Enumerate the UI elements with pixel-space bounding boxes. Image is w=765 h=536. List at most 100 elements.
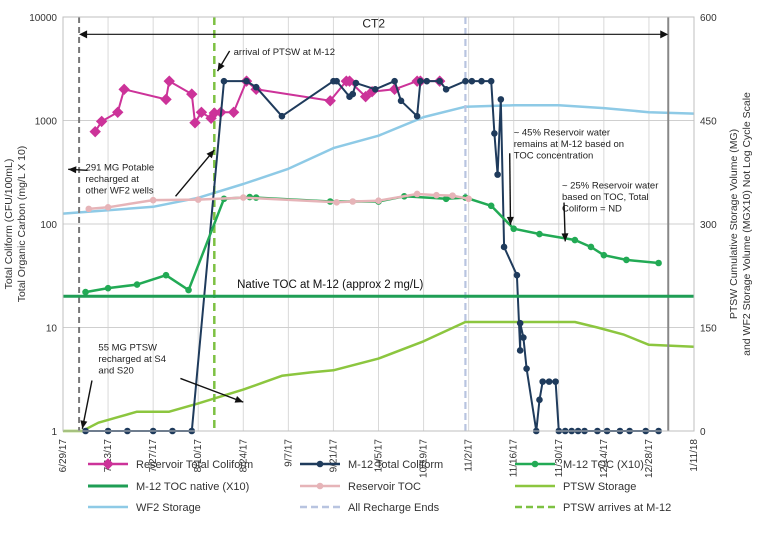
reservoir-total-coliform-point bbox=[388, 83, 401, 96]
m-12-total-coliform-point bbox=[391, 77, 398, 85]
arrival-annotation-arrow-head bbox=[217, 62, 225, 72]
native-toc-annotation-line: Native TOC at M-12 (approx 2 mg/L) bbox=[237, 279, 423, 291]
reservoir-toc-point bbox=[85, 205, 93, 213]
x-tick-label: 6/29/17 bbox=[58, 439, 69, 473]
ct2-arrowhead-left bbox=[79, 30, 88, 39]
reservoir-total-coliform-point bbox=[89, 125, 101, 138]
reservoir-25-annotation-line: Coliform = ND bbox=[562, 204, 622, 215]
axes: 6/29/17 7/13/17 7/27/17 8/10/17 8/24/17 9/7/1… bbox=[3, 13, 753, 478]
ptsw-down-arrow-head bbox=[80, 420, 88, 429]
y-left-axis-title: Total Coliform (CFU/100mL)Total Organic … bbox=[3, 146, 28, 303]
legend-marker-m-12-toc-x10 bbox=[531, 460, 539, 468]
ptsw-recharge-annotation-arrow-head bbox=[234, 396, 244, 403]
legend-swatch-m-12-total-coliform bbox=[300, 460, 340, 468]
m-12-total-coliform-point bbox=[516, 347, 524, 354]
x-tick-label: 12/14/17 bbox=[599, 439, 610, 478]
wf2-storage-line bbox=[62, 104, 695, 215]
reservoir-toc-point bbox=[239, 194, 247, 201]
ct2-label: CT2 bbox=[362, 16, 385, 30]
reservoir-45-annotation-line: ~ 45% Reservoir water bbox=[514, 127, 610, 138]
m-12-total-coliform-point bbox=[397, 97, 405, 105]
legend-label-m-12-toc-x10: M-12 TOC (X10) bbox=[563, 459, 644, 471]
m-12-total-coliform-point bbox=[520, 334, 527, 341]
y-left-axis-title-line: Total Coliform (CFU/100mL) bbox=[3, 159, 15, 290]
legend-label-reservoir-toc: Reservoir TOC bbox=[348, 481, 421, 493]
reservoir-45-annotation-line: remains at M-12 based on bbox=[514, 139, 624, 150]
reservoir-toc-point bbox=[433, 191, 440, 199]
x-tick-label: 7/27/17 bbox=[148, 439, 159, 473]
x-tick-label: 1/11/18 bbox=[689, 439, 700, 472]
y-right-tick-label: 300 bbox=[700, 220, 717, 231]
m-12-toc-x10-point bbox=[536, 230, 543, 238]
m-12-toc-x10-point bbox=[623, 256, 630, 264]
reservoir-total-coliform-point bbox=[118, 83, 130, 96]
x-tick-label: 10/19/17 bbox=[419, 439, 430, 478]
reservoir-toc-point bbox=[375, 197, 382, 204]
m-12-total-coliform-point bbox=[417, 77, 424, 85]
ptsw-down-arrow-shaft bbox=[81, 380, 93, 429]
reservoir-toc-point bbox=[413, 190, 421, 198]
vertical-marker-lines bbox=[78, 17, 670, 431]
ptsw-recharge-annotation-arrow-shaft bbox=[180, 377, 244, 403]
ct2-arrowhead-right bbox=[660, 30, 669, 39]
right-axis-series bbox=[62, 104, 695, 433]
potable-recharge-annotation-line: recharged at bbox=[86, 174, 140, 185]
legend-label-all-recharge-ends: All Recharge Ends bbox=[348, 502, 440, 514]
native-toc-annotation: Native TOC at M-12 (approx 2 mg/L) bbox=[237, 279, 423, 291]
reservoir-25-annotation: ~ 25% Reservoir water based on TOC, Total… bbox=[562, 181, 658, 215]
m-12-total-coliform-point bbox=[487, 77, 495, 85]
x-tick-label: 11/30/17 bbox=[554, 439, 565, 478]
m-12-total-coliform-point bbox=[494, 171, 501, 178]
potable-recharge-annotation-arrow-head bbox=[206, 149, 215, 159]
annotations: CT2 arrival of PTSW at M-12 291 MG Potable… bbox=[68, 16, 669, 429]
potable-recharge-annotation-line: other WF2 wells bbox=[86, 185, 154, 196]
legend-label-ptsw-storage: PTSW Storage bbox=[563, 481, 636, 493]
reservoir-45-annotation-arrow-head bbox=[506, 216, 514, 225]
m-12-total-coliform-point bbox=[491, 130, 498, 137]
m-12-toc-x10-point bbox=[587, 243, 595, 251]
legend-label-reservoir-total-coliform: Reservoir Total Coliform bbox=[136, 459, 253, 471]
m-12-total-coliform-point bbox=[513, 271, 521, 279]
m-12-toc-x10-point bbox=[185, 286, 192, 294]
m-12-total-coliform-point bbox=[539, 378, 546, 385]
m-12-total-coliform-point bbox=[220, 77, 228, 85]
x-tick-label: 11/2/17 bbox=[464, 439, 475, 472]
m-12-toc-x10-point bbox=[133, 281, 141, 288]
reservoir-toc-point bbox=[349, 198, 357, 205]
reservoir-toc-point bbox=[194, 196, 202, 203]
reservoir-total-coliform-point bbox=[324, 95, 336, 107]
m-12-total-coliform-point bbox=[333, 77, 340, 85]
reservoir-total-coliform-point bbox=[343, 75, 356, 87]
legend-label-m-12-total-coliform: M-12 Total Coliform bbox=[348, 459, 443, 471]
arrival-annotation-line: arrival of PTSW at M-12 bbox=[234, 47, 335, 58]
legend: Reservoir Total Coliform M-12 Total Colif… bbox=[88, 458, 671, 514]
legend-label-m-12-toc-native-x10: M-12 TOC native (X10) bbox=[136, 481, 249, 493]
ptsw-recharge-annotation: 55 MG PTSW recharged at S4 and S20 bbox=[98, 342, 166, 376]
y-right-axis-title-line: and WF2 Storage Volume (MGX10) Not Log C… bbox=[741, 92, 753, 356]
m-12-toc-x10-point bbox=[162, 271, 170, 279]
legend-swatch-m-12-toc-x10 bbox=[515, 460, 555, 468]
m-12-total-coliform-point bbox=[436, 77, 443, 85]
reservoir-total-coliform-point bbox=[160, 93, 172, 106]
m-12-total-coliform-point bbox=[462, 77, 469, 85]
m-12-total-coliform-point bbox=[468, 77, 476, 85]
legend-label-ptsw-arrives-at-m-12: PTSW arrives at M-12 bbox=[563, 502, 671, 514]
y-left-tick-label: 10 bbox=[46, 324, 58, 335]
m-12-total-coliform-point bbox=[371, 86, 379, 93]
legend-marker-reservoir-toc bbox=[316, 482, 324, 490]
m-12-total-coliform-point bbox=[497, 96, 505, 103]
m-12-total-coliform-point bbox=[523, 365, 530, 372]
reservoir-total-coliform-point bbox=[163, 75, 175, 87]
legend-swatch-reservoir-toc bbox=[300, 482, 340, 490]
reservoir-toc-point bbox=[149, 196, 157, 204]
legend-label-wf2-storage: WF2 Storage bbox=[136, 502, 201, 514]
m-12-total-coliform-point bbox=[349, 90, 357, 98]
reservoir-toc-point bbox=[449, 192, 456, 199]
ptsw-recharge-annotation-line: recharged at S4 bbox=[98, 354, 166, 365]
plot-frame bbox=[62, 16, 695, 432]
reservoir-total-coliform-point bbox=[95, 115, 108, 128]
x-tick-label: 7/13/17 bbox=[103, 439, 114, 473]
potable-left-arrow-head bbox=[68, 166, 77, 174]
reservoir-toc-point bbox=[333, 199, 340, 206]
reservoir-25-annotation-line: ~ 25% Reservoir water bbox=[562, 181, 658, 192]
